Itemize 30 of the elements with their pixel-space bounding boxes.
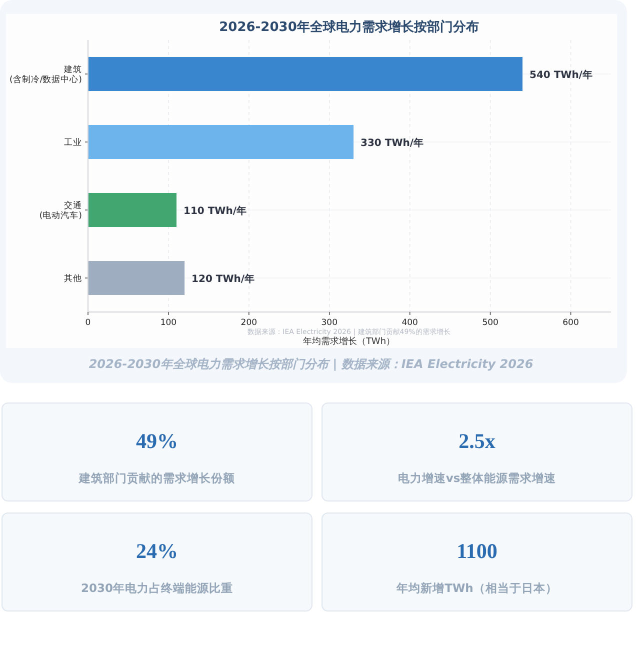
- y-tick-label: 工业: [64, 137, 82, 148]
- y-tick-label: 其他: [64, 273, 82, 284]
- y-tick-label: 交通 (电动汽车): [39, 200, 82, 221]
- bar: [88, 261, 185, 295]
- y-tick-label: 建筑 (含制冷/数据中心): [10, 64, 82, 85]
- text: 24%: [136, 539, 178, 563]
- chart-title: 2026-2030年全球电力需求增长按部门分布: [219, 19, 479, 35]
- data-label: 110 TWh/年: [184, 205, 246, 217]
- text: 2.5x: [458, 429, 496, 453]
- data-label: 120 TWh/年: [192, 273, 255, 285]
- x-tick-label: 600: [562, 318, 579, 328]
- bar: [88, 193, 177, 227]
- text: 49%: [136, 429, 178, 453]
- x-tick-label: 100: [160, 318, 177, 328]
- bar: [88, 125, 354, 159]
- x-tick-label: 200: [240, 318, 258, 328]
- text: 2026-2030年全球电力需求增长按部门分布 | 数据来源：IEA Electricity 2026: [88, 357, 534, 371]
- category-label: 建筑部门贡献的需求增长份额: [78, 471, 236, 485]
- x-axis-title: 年均需求增长（TWh）: [302, 336, 396, 347]
- x-tick-label: 300: [321, 318, 338, 328]
- category-label: 电力增速vs整体能源需求增速: [398, 471, 556, 485]
- text: 1100: [456, 539, 498, 563]
- x-tick-label: 0: [85, 318, 91, 328]
- data-label: 330 TWh/年: [360, 137, 424, 149]
- x-tick-label: 500: [482, 318, 498, 328]
- bar: [88, 57, 522, 91]
- category-label: 2030年电力占终端能源比重: [80, 581, 234, 595]
- category-label: 年均新增TWh（相当于日本）: [396, 581, 558, 595]
- data-label: 540 TWh/年: [529, 69, 592, 81]
- x-tick-label: 400: [402, 318, 418, 328]
